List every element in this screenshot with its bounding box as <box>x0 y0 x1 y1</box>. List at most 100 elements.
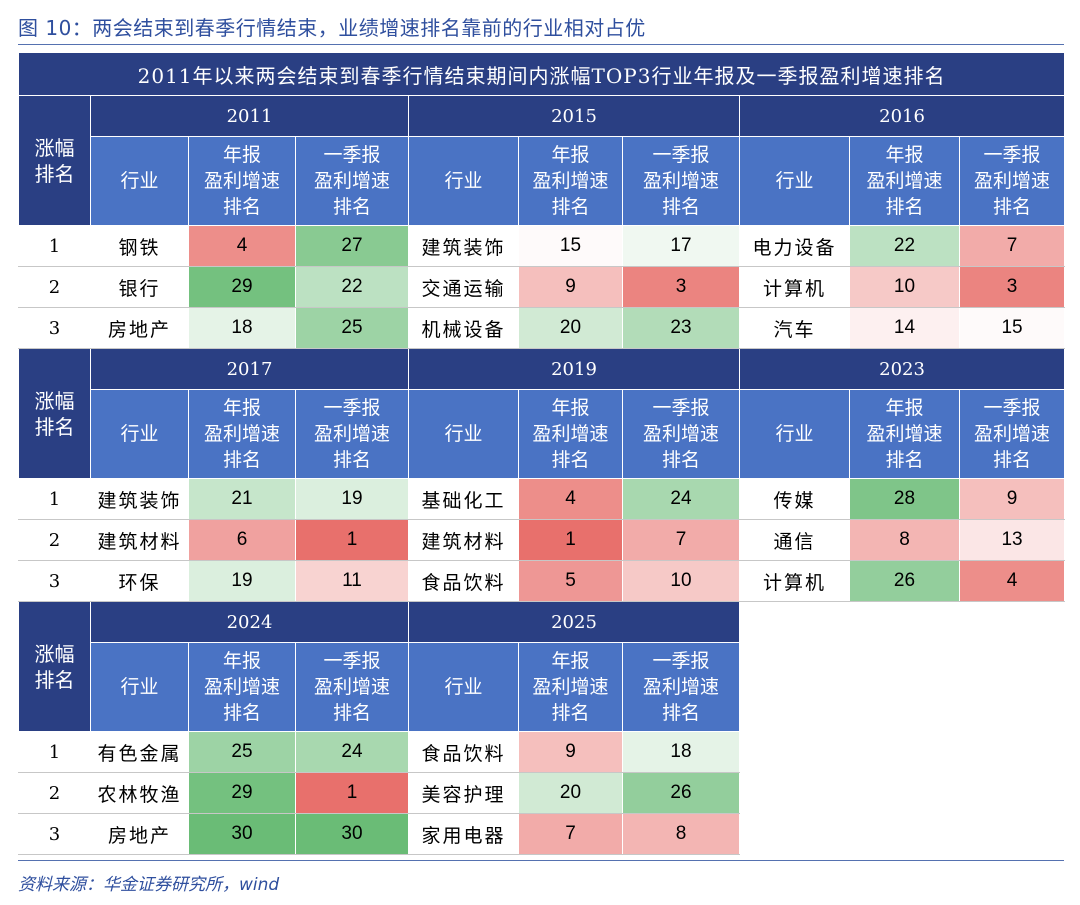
table-row: 1 有色金属 25 24 食品饮料 9 18 <box>18 731 1065 773</box>
industry-cell: 食品饮料 <box>408 731 519 773</box>
header-line: 盈利增速 <box>532 170 609 192</box>
industry-column-header: 行业 <box>90 389 189 479</box>
header-line: 排名 <box>332 196 371 218</box>
year-header-2011: 2011 <box>90 95 409 137</box>
annual-rank-cell: 29 <box>188 266 296 308</box>
rank-cell: 2 <box>18 519 91 561</box>
industry-cell: 交通运输 <box>408 266 519 308</box>
industry-column-header: 行业 <box>739 389 850 479</box>
industry-column-header: 行业 <box>408 642 519 732</box>
industry-column-header: 行业 <box>90 642 189 732</box>
rank-header: 涨幅 排名 <box>18 348 91 479</box>
table-row: 1 建筑装饰 21 19 基础化工 4 24 传媒 28 9 <box>18 478 1066 520</box>
header-line: 盈利增速 <box>203 423 280 445</box>
title-rule <box>18 44 1064 45</box>
header-line: 排名 <box>551 196 590 218</box>
annual-rank-cell: 4 <box>188 225 296 267</box>
rank-cell: 3 <box>18 560 91 602</box>
header-line: 排名 <box>885 196 924 218</box>
header-line: 年报 <box>551 144 590 166</box>
header-line: 盈利增速 <box>974 423 1051 445</box>
industry-column-header: 行业 <box>90 136 189 226</box>
header-line: 盈利增速 <box>532 676 609 698</box>
table-row: 2 农林牧渔 29 1 美容护理 20 26 <box>18 772 1065 814</box>
header-line: 排名 <box>332 449 371 471</box>
q1-rank-column-header: 一季报 盈利增速 排名 <box>958 389 1066 479</box>
header-line: 一季报 <box>652 397 710 419</box>
q1-rank-cell: 11 <box>295 560 409 602</box>
header-line: 一季报 <box>323 144 381 166</box>
header-line: 排名 <box>551 702 590 724</box>
empty-cell <box>739 813 1065 855</box>
rank-cell: 1 <box>18 731 91 773</box>
q1-rank-cell: 3 <box>622 266 740 308</box>
header-line: 盈利增速 <box>866 423 943 445</box>
rank-header: 涨幅 排名 <box>18 601 91 732</box>
header-line: 排名 <box>551 449 590 471</box>
annual-rank-cell: 20 <box>518 307 623 349</box>
header-line: 年报 <box>885 397 924 419</box>
header-line: 排名 <box>34 161 75 186</box>
q1-rank-cell: 1 <box>295 772 409 814</box>
industry-cell: 建筑装饰 <box>90 478 189 520</box>
header-line: 排名 <box>222 702 261 724</box>
header-line: 排名 <box>34 667 75 692</box>
industry-cell: 房地产 <box>90 813 189 855</box>
q1-rank-column-header: 一季报 盈利增速 排名 <box>958 136 1066 226</box>
header-line: 排名 <box>661 702 700 724</box>
q1-rank-cell: 25 <box>295 307 409 349</box>
q1-rank-cell: 10 <box>622 560 740 602</box>
annual-rank-column-header: 年报 盈利增速 排名 <box>518 389 623 479</box>
industry-cell: 有色金属 <box>90 731 189 773</box>
header-line: 盈利增速 <box>313 676 390 698</box>
rank-cell: 1 <box>18 478 91 520</box>
header-line: 年报 <box>222 144 261 166</box>
annual-rank-column-header: 年报 盈利增速 排名 <box>518 136 623 226</box>
q1-rank-cell: 19 <box>295 478 409 520</box>
header-line: 盈利增速 <box>203 676 280 698</box>
footer-rule <box>18 860 1064 861</box>
header-line: 排名 <box>222 449 261 471</box>
annual-rank-cell: 10 <box>849 266 960 308</box>
header-line: 排名 <box>661 449 700 471</box>
year-header-2024: 2024 <box>90 601 409 643</box>
table-row: 2 银行 29 22 交通运输 9 3 计算机 10 3 <box>18 266 1066 308</box>
q1-rank-cell: 7 <box>622 519 740 561</box>
header-line: 盈利增速 <box>203 170 280 192</box>
header-line: 一季报 <box>652 650 710 672</box>
q1-rank-column-header: 一季报 盈利增速 排名 <box>295 642 409 732</box>
header-line: 盈利增速 <box>866 170 943 192</box>
header-line: 涨幅 <box>34 135 75 160</box>
annual-rank-cell: 9 <box>518 266 623 308</box>
industry-cell: 建筑装饰 <box>408 225 519 267</box>
header-line: 排名 <box>661 196 700 218</box>
industry-cell: 计算机 <box>739 266 850 308</box>
annual-rank-cell: 30 <box>188 813 296 855</box>
header-line: 排名 <box>993 196 1032 218</box>
table-banner: 2011年以来两会结束到春季行情结束期间内涨幅TOP3行业年报及一季报盈利增速排… <box>17 52 1066 96</box>
q1-rank-cell: 9 <box>958 478 1066 520</box>
header-line: 一季报 <box>323 397 381 419</box>
header-line: 涨幅 <box>34 388 75 413</box>
industry-cell: 建筑材料 <box>408 519 519 561</box>
table-row: 3 房地产 18 25 机械设备 20 23 汽车 14 15 <box>18 307 1066 349</box>
header-line: 盈利增速 <box>532 423 609 445</box>
industry-cell: 美容护理 <box>408 772 519 814</box>
year-header-2019: 2019 <box>408 348 740 390</box>
header-line: 涨幅 <box>34 641 75 666</box>
rank-cell: 2 <box>18 772 91 814</box>
table-row: 1 钢铁 4 27 建筑装饰 15 17 电力设备 22 7 <box>18 225 1066 267</box>
header-line: 年报 <box>222 650 261 672</box>
rank-cell: 3 <box>18 813 91 855</box>
q1-rank-cell: 1 <box>295 519 409 561</box>
q1-rank-cell: 18 <box>622 731 740 773</box>
header-line: 排名 <box>993 449 1032 471</box>
industry-cell: 建筑材料 <box>90 519 189 561</box>
q1-rank-column-header: 一季报 盈利增速 排名 <box>295 136 409 226</box>
q1-rank-cell: 27 <box>295 225 409 267</box>
annual-rank-cell: 18 <box>188 307 296 349</box>
q1-rank-column-header: 一季报 盈利增速 排名 <box>622 642 740 732</box>
source-note: 资料来源：华金证券研究所，wind <box>18 875 280 895</box>
header-line: 盈利增速 <box>642 170 719 192</box>
annual-rank-cell: 28 <box>849 478 960 520</box>
